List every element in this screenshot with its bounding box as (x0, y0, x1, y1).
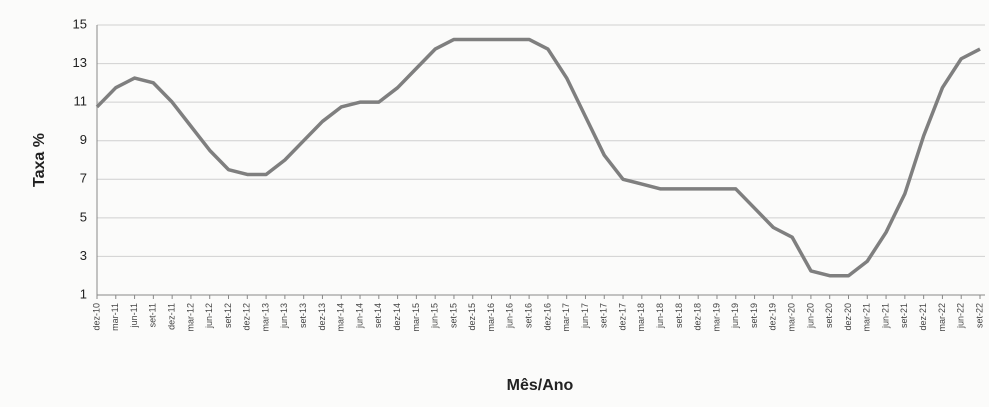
y-tick-label: 1 (80, 286, 87, 301)
x-tick-label: dez-20 (843, 303, 853, 331)
x-tick-label: jun-15 (430, 303, 440, 329)
x-tick-label: mar-16 (486, 303, 496, 332)
x-tick-label: jun-13 (279, 303, 289, 329)
x-tick-label: dez-14 (392, 303, 402, 331)
x-tick-label: mar-17 (561, 303, 571, 332)
x-tick-label: dez-17 (617, 303, 627, 331)
x-axis-label: Mês/Ano (507, 377, 574, 394)
x-tick-label: set-22 (974, 303, 984, 328)
x-tick-label: dez-18 (693, 303, 703, 331)
x-tick-label: jun-22 (956, 303, 966, 329)
x-tick-label: set-16 (523, 303, 533, 328)
x-tick-label: dez-11 (167, 303, 177, 330)
x-tick-label: mar-22 (937, 303, 947, 332)
x-tick-label: jun-21 (880, 303, 890, 329)
x-tick-label: jun-17 (580, 303, 590, 329)
y-tick-label: 13 (73, 55, 87, 70)
x-tick-label: dez-16 (542, 303, 552, 331)
x-tick-label: mar-14 (336, 303, 346, 332)
x-tick-label: dez-12 (242, 303, 252, 331)
x-tick-label: jun-12 (204, 303, 214, 329)
y-tick-label: 7 (80, 171, 87, 186)
y-axis-label: Taxa % (31, 133, 48, 187)
x-tick-label: set-18 (674, 303, 684, 328)
x-tick-label: dez-15 (467, 303, 477, 331)
x-tick-label: jun-11 (129, 303, 139, 328)
x-tick-label: dez-10 (91, 303, 101, 331)
x-tick-label: set-17 (599, 303, 609, 328)
y-tick-label: 5 (80, 209, 87, 224)
x-tick-label: set-21 (899, 303, 909, 328)
x-tick-label: jun-18 (655, 303, 665, 329)
x-tick-label: set-14 (373, 303, 383, 328)
x-tick-label: mar-18 (636, 303, 646, 332)
x-tick-label: mar-11 (110, 303, 120, 331)
x-tick-label: mar-20 (787, 303, 797, 332)
x-tick-label: dez-21 (918, 303, 928, 331)
x-tick-label: set-20 (824, 303, 834, 328)
x-tick-label: set-13 (298, 303, 308, 328)
x-tick-label: jun-19 (730, 303, 740, 329)
x-tick-label: mar-13 (260, 303, 270, 332)
x-tick-label: mar-15 (411, 303, 421, 332)
x-tick-label: jun-14 (354, 303, 364, 329)
x-tick-label: dez-19 (768, 303, 778, 331)
line (95, 37, 981, 278)
x-tick-label: mar-21 (862, 303, 872, 332)
x-tick-label: set-12 (223, 303, 233, 328)
y-tick-label: 11 (74, 94, 88, 109)
x-tick-label: set-11 (148, 303, 158, 327)
y-tick-label: 3 (80, 248, 87, 263)
x-tick-label: set-15 (448, 303, 458, 328)
y-tick-label: 9 (80, 132, 87, 147)
x-tick-label: dez-13 (317, 303, 327, 331)
y-tick-label: 15 (73, 16, 87, 31)
x-tick-label: set-19 (749, 303, 759, 328)
x-tick-label: jun-16 (505, 303, 515, 329)
x-tick-label: jun-20 (805, 303, 815, 329)
x-tick-label: mar-12 (185, 303, 195, 332)
x-tick-label: mar-19 (711, 303, 721, 332)
